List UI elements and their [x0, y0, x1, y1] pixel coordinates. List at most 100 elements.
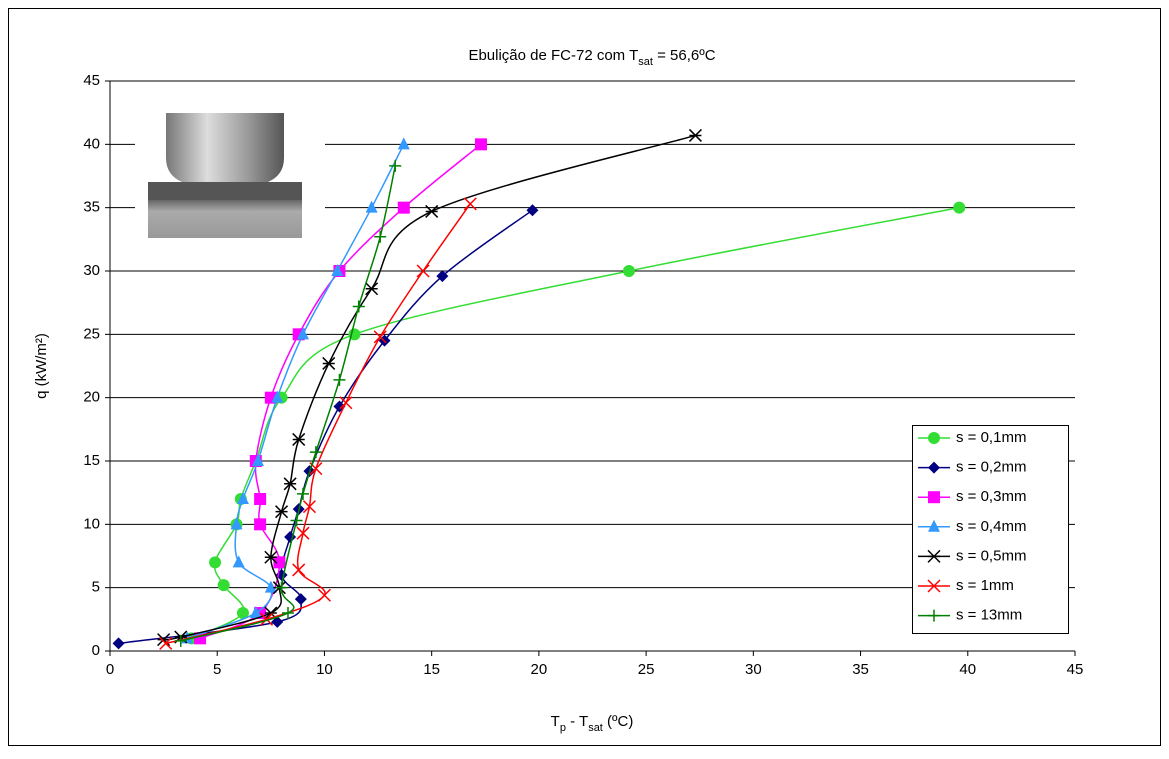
text-part: Ebulição de FC-72 com T — [468, 47, 638, 64]
y-tick-label: 25 — [83, 325, 100, 342]
legend-marker — [928, 609, 940, 622]
marker — [463, 197, 477, 211]
marker — [290, 514, 303, 527]
x-tick-label: 40 — [959, 661, 976, 678]
x-tick-label: 10 — [316, 661, 333, 678]
text-part: = 56,6ºC — [653, 47, 716, 64]
marker — [389, 159, 402, 172]
legend-marker — [928, 461, 940, 474]
marker — [230, 517, 243, 530]
marker — [264, 550, 278, 564]
marker — [249, 606, 262, 618]
y-axis-label: q (kW/m²) — [33, 333, 50, 399]
marker — [397, 137, 410, 150]
y-tick-label: 30 — [83, 262, 100, 279]
y-tick-label: 5 — [92, 579, 100, 596]
marker — [374, 230, 387, 243]
marker — [436, 270, 449, 283]
marker — [236, 492, 249, 504]
y-tick-label: 20 — [83, 389, 100, 406]
marker — [264, 580, 277, 593]
marker — [283, 477, 297, 491]
inset-photo — [135, 100, 325, 248]
legend-label: s = 13mm — [956, 607, 1022, 624]
legend-marker — [927, 549, 941, 563]
marker — [209, 556, 222, 569]
x-axis-label: Tp - Tsat (ºC) — [551, 713, 634, 734]
marker — [309, 446, 322, 459]
marker — [292, 432, 306, 446]
marker — [271, 390, 284, 403]
legend-marker — [927, 579, 941, 593]
marker — [275, 505, 289, 519]
legend-marker — [928, 432, 940, 444]
series-line — [180, 165, 396, 642]
marker — [474, 138, 487, 151]
marker — [622, 265, 635, 277]
legend-label: s = 0,4mm — [956, 518, 1026, 535]
marker — [273, 556, 286, 569]
marker — [339, 396, 353, 410]
legend-marker — [928, 519, 940, 532]
marker — [333, 373, 346, 386]
marker — [397, 201, 410, 214]
marker — [232, 555, 245, 568]
marker — [281, 607, 294, 619]
y-tick-label: 0 — [92, 642, 100, 659]
marker — [292, 563, 306, 577]
marker — [275, 581, 288, 594]
x-tick-label: 45 — [1067, 661, 1084, 678]
marker — [254, 493, 267, 505]
text-part: (ºC) — [603, 713, 633, 730]
marker — [688, 128, 702, 142]
marker — [217, 579, 230, 592]
marker — [352, 300, 365, 313]
marker — [526, 204, 539, 217]
marker — [365, 282, 379, 296]
marker — [317, 588, 331, 602]
marker — [297, 327, 309, 340]
x-tick-label: 25 — [638, 661, 655, 678]
marker — [953, 201, 966, 214]
marker — [271, 615, 284, 628]
marker — [322, 356, 336, 370]
text-part: - T — [566, 713, 588, 730]
x-tick-label: 5 — [213, 661, 221, 678]
y-tick-label: 15 — [83, 452, 100, 469]
legend-label: s = 0,1mm — [956, 429, 1026, 446]
legend-label: s = 0,3mm — [956, 488, 1026, 505]
series-line — [199, 143, 482, 640]
x-tick-label: 15 — [423, 661, 440, 678]
x-tick-label: 20 — [531, 661, 548, 678]
subscript: sat — [638, 56, 653, 68]
marker — [254, 518, 267, 531]
y-tick-label: 40 — [83, 135, 100, 152]
legend-label: s = 0,2mm — [956, 459, 1026, 476]
marker — [302, 500, 316, 514]
marker — [297, 487, 309, 500]
legend-label: s = 0,5mm — [956, 547, 1026, 564]
marker — [251, 454, 264, 466]
marker — [331, 264, 344, 276]
marker — [260, 612, 274, 626]
subscript: sat — [588, 722, 603, 734]
text-part: T — [551, 713, 560, 730]
marker — [425, 204, 439, 218]
marker — [296, 526, 310, 540]
marker — [174, 634, 187, 647]
marker — [365, 200, 378, 213]
y-tick-label: 45 — [83, 72, 100, 89]
y-tick-label: 10 — [83, 515, 100, 532]
marker — [159, 636, 173, 650]
legend-label: s = 1mm — [956, 577, 1014, 594]
chart-title: Ebulição de FC-72 com Tsat = 56,6ºC — [468, 47, 715, 68]
marker — [294, 593, 307, 606]
x-tick-label: 30 — [745, 661, 762, 678]
x-tick-label: 35 — [852, 661, 869, 678]
x-tick-label: 0 — [106, 661, 114, 678]
marker — [236, 607, 249, 619]
marker — [112, 637, 125, 650]
y-tick-label: 35 — [83, 199, 100, 216]
legend-marker — [928, 491, 940, 504]
